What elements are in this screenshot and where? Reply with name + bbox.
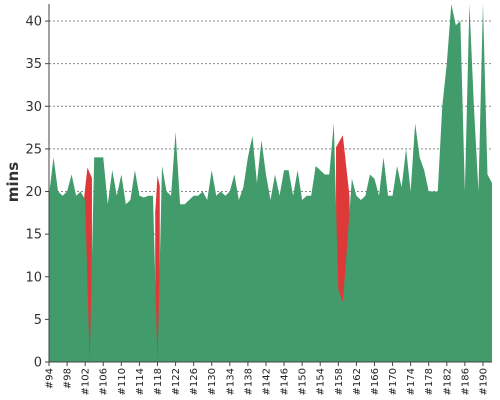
x-tick-label-146: #146 bbox=[280, 368, 291, 395]
y-tick-label-20: 20 bbox=[25, 185, 42, 200]
y-tick-label-30: 30 bbox=[25, 100, 42, 115]
y-tick-label-10: 10 bbox=[25, 270, 42, 285]
y-tick-labels: 0 5 10 15 20 25 30 35 40 bbox=[25, 15, 49, 371]
x-tick-label-114: #114 bbox=[135, 368, 146, 395]
x-tick-label-150: #150 bbox=[298, 368, 309, 395]
y-axis-label: mins bbox=[4, 162, 22, 202]
x-tick-label-178: #178 bbox=[424, 368, 435, 395]
x-tick-label-166: #166 bbox=[370, 368, 381, 395]
x-tick-labels: #94 #98 #102 #106 #110 #114 #118 #122 #126 #130 #1… bbox=[45, 362, 489, 395]
y-tick-label-40: 40 bbox=[25, 15, 42, 30]
x-tick-label-122: #122 bbox=[171, 368, 182, 395]
duration-area-fill bbox=[49, 4, 492, 362]
y-tick-label-15: 15 bbox=[25, 228, 42, 243]
x-tick-label-174: #174 bbox=[406, 368, 417, 395]
y-tick-label-5: 5 bbox=[34, 313, 42, 328]
x-tick-label-186: #186 bbox=[460, 368, 471, 395]
x-tick-label-142: #142 bbox=[261, 368, 272, 395]
x-tick-label-190: #190 bbox=[478, 368, 489, 395]
y-tick-label-35: 35 bbox=[25, 57, 42, 72]
y-tick-label-0: 0 bbox=[34, 356, 42, 371]
x-tick-label-170: #170 bbox=[388, 368, 399, 395]
x-tick-label-126: #126 bbox=[189, 368, 200, 395]
x-tick-label-154: #154 bbox=[316, 368, 327, 395]
x-tick-label-182: #182 bbox=[442, 368, 453, 395]
x-tick-label-158: #158 bbox=[334, 368, 345, 395]
duration-area bbox=[49, 4, 492, 362]
x-tick-label-118: #118 bbox=[153, 368, 164, 395]
x-tick-label-102: #102 bbox=[81, 368, 92, 395]
x-tick-label-138: #138 bbox=[243, 368, 254, 395]
x-tick-label-130: #130 bbox=[207, 368, 218, 395]
x-tick-label-94: #94 bbox=[45, 368, 56, 389]
x-tick-label-162: #162 bbox=[352, 368, 363, 395]
x-tick-label-98: #98 bbox=[63, 368, 74, 389]
x-tick-label-106: #106 bbox=[99, 368, 110, 395]
y-tick-label-25: 25 bbox=[25, 142, 42, 157]
x-tick-label-134: #134 bbox=[225, 368, 236, 395]
x-tick-label-110: #110 bbox=[117, 368, 128, 395]
